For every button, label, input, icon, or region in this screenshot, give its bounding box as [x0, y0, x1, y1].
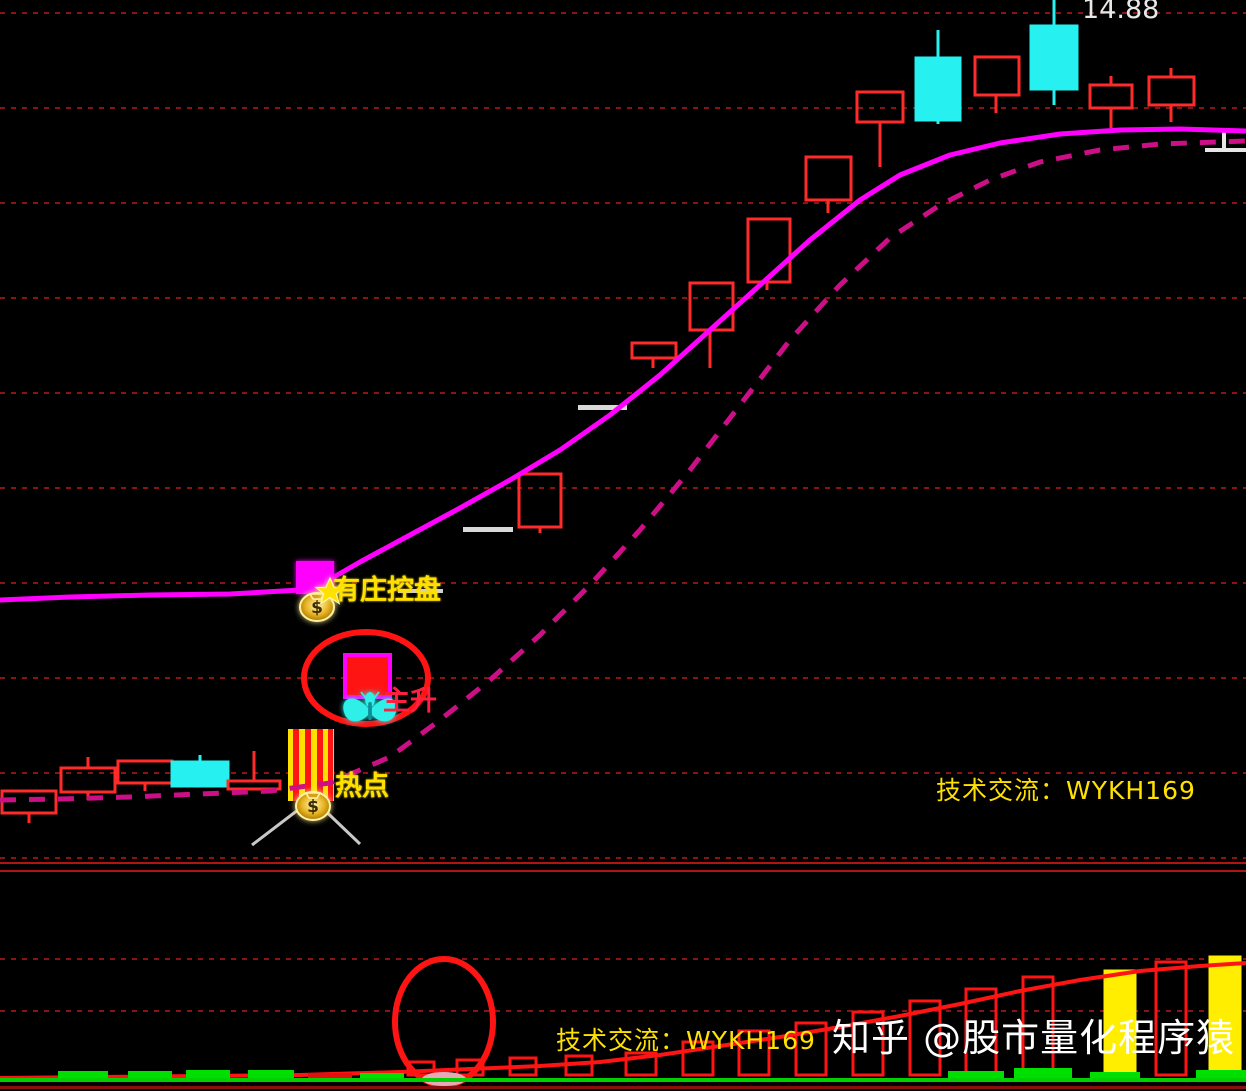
watermark-bottom: 技术交流：WYKH169: [556, 1026, 816, 1055]
price-tag-label: 14.88: [1082, 0, 1160, 25]
candle[interactable]: [914, 30, 962, 124]
macd-baseline: [0, 1068, 1246, 1089]
panel-divider: [0, 862, 1246, 872]
candle[interactable]: [855, 90, 905, 167]
volume-trend-line: [0, 961, 1246, 1080]
svg-text:$: $: [311, 598, 323, 618]
ma-fast-line: [0, 126, 1246, 603]
butterfly-icon: [343, 691, 397, 722]
star-icon: [314, 576, 346, 605]
candle[interactable]: [1147, 68, 1196, 122]
zhihu-signature: 知乎 @股市量化程序猿: [832, 1016, 1236, 1060]
watermark-middle: 技术交流：WYKH169: [936, 776, 1196, 805]
annotation-label-zhuangkongpan: 有庄控盘: [333, 575, 441, 606]
money-bag-icon: $: [295, 791, 331, 821]
price-annotation-ellipse: [301, 629, 431, 727]
volume-series[interactable]: [406, 955, 1242, 1077]
white-bar-marker: [578, 405, 627, 410]
svg-text:$: $: [307, 797, 319, 817]
candle[interactable]: [746, 217, 792, 290]
ma-slow-line: [0, 138, 1246, 803]
candle[interactable]: [973, 55, 1021, 113]
candle[interactable]: [226, 751, 282, 791]
candle[interactable]: [630, 341, 678, 368]
candle[interactable]: [1088, 76, 1134, 128]
candle[interactable]: [804, 155, 853, 213]
volume-grid: [0, 958, 1246, 1012]
candle[interactable]: [517, 472, 563, 533]
annotation-label-zhusheng: 主升: [383, 686, 437, 717]
white-bar-marker: [463, 527, 513, 532]
price-grid: [0, 12, 1246, 859]
white-underline-marker: [398, 589, 443, 593]
candle[interactable]: [170, 755, 230, 788]
candle[interactable]: [1029, 0, 1079, 105]
annotation-label-redian: 热点: [335, 771, 389, 802]
